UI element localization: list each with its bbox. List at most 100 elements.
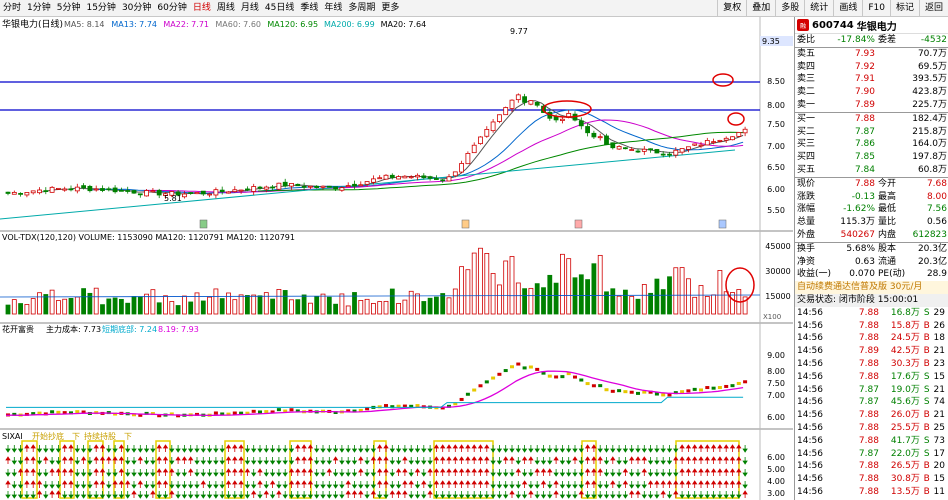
period-tab-15min[interactable]: 15分钟 [86, 3, 116, 13]
tick-row: 14:56 7.88 24.5万 B 18 [795, 332, 948, 345]
ask-label: 卖一 [797, 99, 816, 110]
draw-line-button[interactable]: 画线 [833, 0, 862, 16]
down-arrow-icon [458, 491, 465, 499]
ask-row[interactable]: 卖五 7.93 70.7万 [795, 48, 948, 61]
down-arrow-icon [200, 445, 207, 453]
tick-count: 29 [933, 307, 945, 318]
up-arrow-icon [528, 490, 534, 498]
candle-body [553, 116, 559, 121]
up-arrow-icon [99, 456, 106, 464]
bid-row[interactable]: 买二 7.87 215.8万 [795, 126, 948, 139]
candle-body [478, 136, 483, 145]
volume-bar [352, 292, 357, 315]
bid-volume: 60.8万 [917, 164, 947, 175]
back-button[interactable]: 返回 [918, 0, 948, 16]
stats-button[interactable]: 统计 [804, 0, 833, 16]
period-tab-weekly[interactable]: 周线 [216, 3, 235, 13]
period-tab-45day[interactable]: 45日线 [264, 3, 295, 13]
overlay-button[interactable]: 叠加 [746, 0, 775, 16]
period-tab-60min[interactable]: 60分钟 [157, 3, 187, 13]
up-arrow-icon [269, 480, 276, 488]
tick-row: 14:56 7.88 25.5万 B 25 [795, 422, 948, 435]
cost-candle [276, 408, 281, 412]
ask-row[interactable]: 卖四 7.92 69.5万 [795, 61, 948, 74]
up-arrow-icon [591, 480, 597, 488]
down-arrow-icon [232, 491, 238, 499]
cost-candle [503, 369, 508, 373]
multi-stock-button[interactable]: 多股 [775, 0, 804, 16]
down-arrow-icon [427, 481, 433, 489]
cost-candle [623, 390, 628, 394]
tick-volume: 30.8万 [890, 474, 920, 485]
down-arrow-icon [112, 491, 118, 499]
volume-ytick: 45000 [765, 242, 790, 251]
candle-body [635, 150, 641, 153]
up-arrow-icon [717, 480, 723, 488]
period-tab-more[interactable]: 更多 [381, 3, 400, 13]
tick-volume: 22.0万 [890, 448, 920, 459]
up-arrow-icon [232, 456, 238, 464]
up-arrow-icon [446, 444, 452, 452]
period-tab-fenshi[interactable]: 分时 [3, 3, 22, 13]
up-arrow-icon [679, 468, 685, 476]
down-arrow-icon [364, 481, 370, 489]
bid-row[interactable]: 买三 7.86 164.0万 [795, 138, 948, 151]
down-arrow-icon [187, 491, 194, 499]
chart-canvas[interactable]: 华银电力(日线) MA5: 8.14 MA13: 7.74 MA22: 7.71 MA… [0, 17, 793, 500]
subscription-promo-link[interactable]: 自动续费通达信普及版 30元/月 [795, 281, 948, 294]
bid-row[interactable]: 买一 7.88 182.4万 [795, 113, 948, 126]
tick-row: 14:56 7.88 13.5万 B 11 [795, 486, 948, 499]
mark-button[interactable]: 标记 [889, 0, 919, 16]
candle-body [591, 132, 597, 138]
down-arrow-icon [200, 491, 207, 499]
candle-body [383, 174, 389, 180]
down-arrow-icon [112, 445, 118, 453]
bid-row[interactable]: 买四 7.85 197.8万 [795, 151, 948, 164]
period-tab-30min[interactable]: 30分钟 [121, 3, 152, 13]
down-arrow-icon [635, 481, 641, 489]
stat-row: 总量 115.3万 量比 0.56 [795, 216, 948, 229]
down-arrow-icon [540, 457, 547, 465]
up-arrow-icon [710, 444, 717, 452]
down-arrow-icon [572, 481, 578, 489]
up-arrow-icon [477, 480, 484, 488]
cost-candle [169, 412, 174, 416]
tick-row: 14:56 7.88 16.8万 S 29 [795, 307, 948, 320]
fuquan-button[interactable]: 复权 [717, 0, 746, 16]
weibi-value: -17.84% [837, 35, 875, 45]
down-arrow-icon [666, 491, 673, 499]
up-arrow-icon [225, 456, 232, 464]
period-tab-yearly[interactable]: 年线 [324, 3, 343, 13]
up-arrow-icon [698, 468, 704, 476]
period-tab-1min[interactable]: 1分钟 [27, 3, 51, 13]
trade-status-text: 交易状态: 闭市阶段 15:00:01 [797, 294, 919, 305]
down-arrow-icon [433, 491, 440, 499]
down-arrow-icon [169, 445, 175, 453]
down-arrow-icon [320, 457, 326, 465]
period-tab-quarterly[interactable]: 季线 [300, 3, 319, 13]
period-tab-daily[interactable]: 日线 [192, 3, 211, 13]
tick-list[interactable]: 14:56 7.88 16.8万 S 29 14:56 7.88 15.8万 B 26 14:56 7… [795, 307, 948, 499]
down-arrow-icon [565, 445, 572, 453]
volume-bar [541, 287, 546, 315]
cost-candle [648, 390, 653, 394]
down-arrow-icon [131, 457, 137, 465]
bid-row[interactable]: 买五 7.84 60.8万 [795, 164, 948, 177]
volume-bar [188, 301, 194, 315]
tick-price: 7.87 [858, 397, 879, 408]
period-tab-multi[interactable]: 多周期 [348, 3, 376, 13]
ask-row[interactable]: 卖二 7.90 423.8万 [795, 86, 948, 99]
volume-bar [415, 293, 420, 315]
up-arrow-icon [628, 490, 635, 498]
ask-row[interactable]: 卖一 7.89 225.7万 [795, 99, 948, 112]
period-tab-5min[interactable]: 5分钟 [56, 3, 81, 13]
down-arrow-icon [565, 481, 572, 489]
tick-volume: 42.5万 [890, 346, 920, 357]
down-arrow-icon [282, 457, 288, 465]
candle-body [364, 181, 370, 185]
ask-row[interactable]: 卖三 7.91 393.5万 [795, 73, 948, 86]
volume-bar [358, 300, 364, 315]
period-tab-monthly[interactable]: 月线 [240, 3, 259, 13]
tick-time: 14:56 [797, 307, 823, 318]
f10-button[interactable]: F10 [862, 0, 890, 16]
